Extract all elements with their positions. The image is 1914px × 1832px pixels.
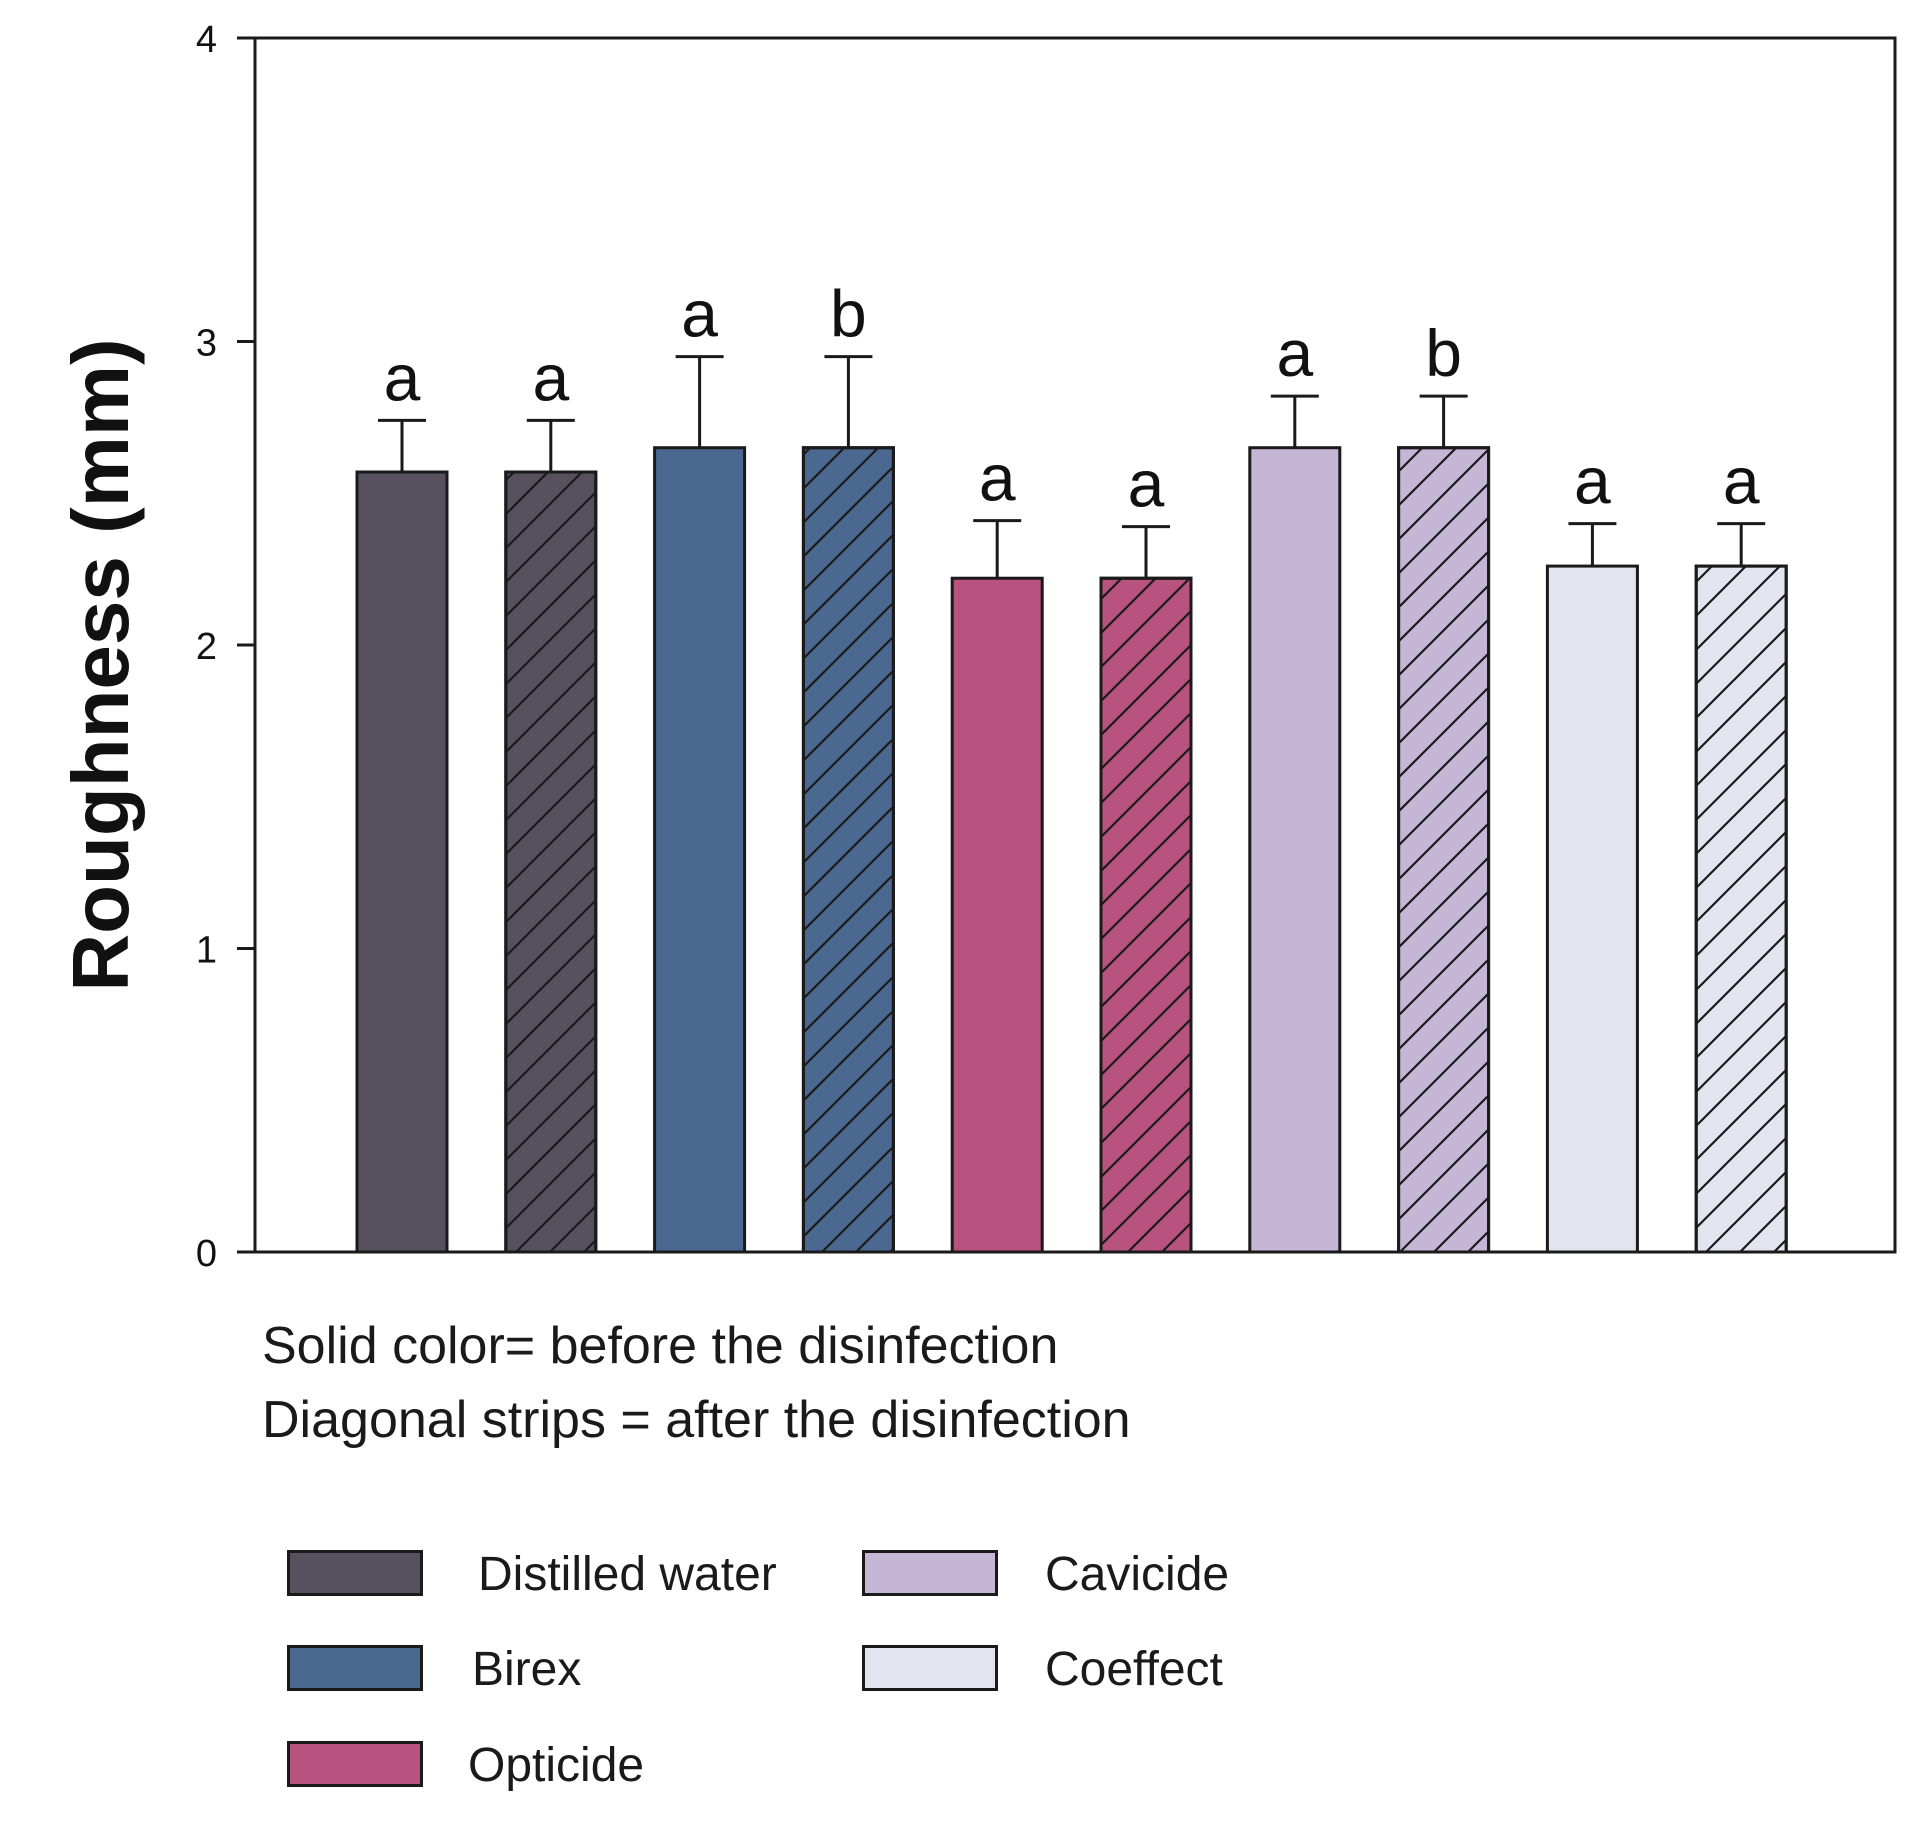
y-tick-label: 0 <box>196 1233 217 1275</box>
significance-label-distilled-water-before: a <box>384 340 421 414</box>
bar-hatch-birex-after <box>801 446 895 1254</box>
legend-label-birex: Birex <box>472 1643 582 1696</box>
bar-opticide-before <box>950 576 1044 1254</box>
plot-frame <box>253 36 1897 1254</box>
significance-label-cavicide-after: b <box>1425 316 1462 390</box>
bar-hatch-cavicide-after <box>1397 446 1491 1254</box>
legend-label-opticide: Opticide <box>468 1739 645 1792</box>
bar-coeffect-before <box>1545 564 1639 1254</box>
significance-label-birex-before: a <box>681 277 718 351</box>
y-tick-label: 3 <box>196 323 217 365</box>
y-tick-label: 2 <box>196 626 217 668</box>
legend-label-distilled-water: Distilled water <box>478 1548 777 1601</box>
legend-label-coeffect: Coeffect <box>1045 1643 1223 1696</box>
bar-distilled-water-before <box>355 470 449 1254</box>
roughness-bar-chart: a a a b a a a b a a 0 1 2 3 4 Roughness (mm) <box>56 19 1897 1275</box>
bar-cavicide-before <box>1248 446 1342 1254</box>
significance-label-opticide-before: a <box>979 441 1016 515</box>
note-hatched: Diagonal strips = after the disinfection <box>262 1391 1131 1449</box>
legend-swatch-opticide <box>287 1741 423 1787</box>
bar-hatch-opticide-after <box>1099 576 1193 1254</box>
significance-label-birex-after: b <box>830 277 867 351</box>
y-tick-label: 4 <box>196 19 217 61</box>
legend-swatch-coeffect <box>862 1645 998 1691</box>
legend-swatch-birex <box>287 1645 423 1691</box>
significance-label-opticide-after: a <box>1128 447 1165 521</box>
legend-swatch-cavicide <box>862 1550 998 1596</box>
legend-swatch-distilled-water <box>287 1550 423 1596</box>
bar-hatch-coeffect-after <box>1694 564 1788 1254</box>
significance-label-coeffect-before: a <box>1574 444 1611 518</box>
note-solid: Solid color= before the disinfection <box>262 1317 1059 1375</box>
bar-birex-before <box>653 446 747 1254</box>
significance-label-distilled-water-after: a <box>532 340 569 414</box>
bar-hatch-distilled-water-after <box>504 470 598 1254</box>
legend-label-cavicide: Cavicide <box>1045 1548 1230 1601</box>
y-tick-label: 1 <box>196 930 217 972</box>
significance-label-coeffect-after: a <box>1723 444 1760 518</box>
significance-label-cavicide-before: a <box>1276 316 1313 390</box>
y-axis-label: Roughness (mm) <box>56 338 145 991</box>
